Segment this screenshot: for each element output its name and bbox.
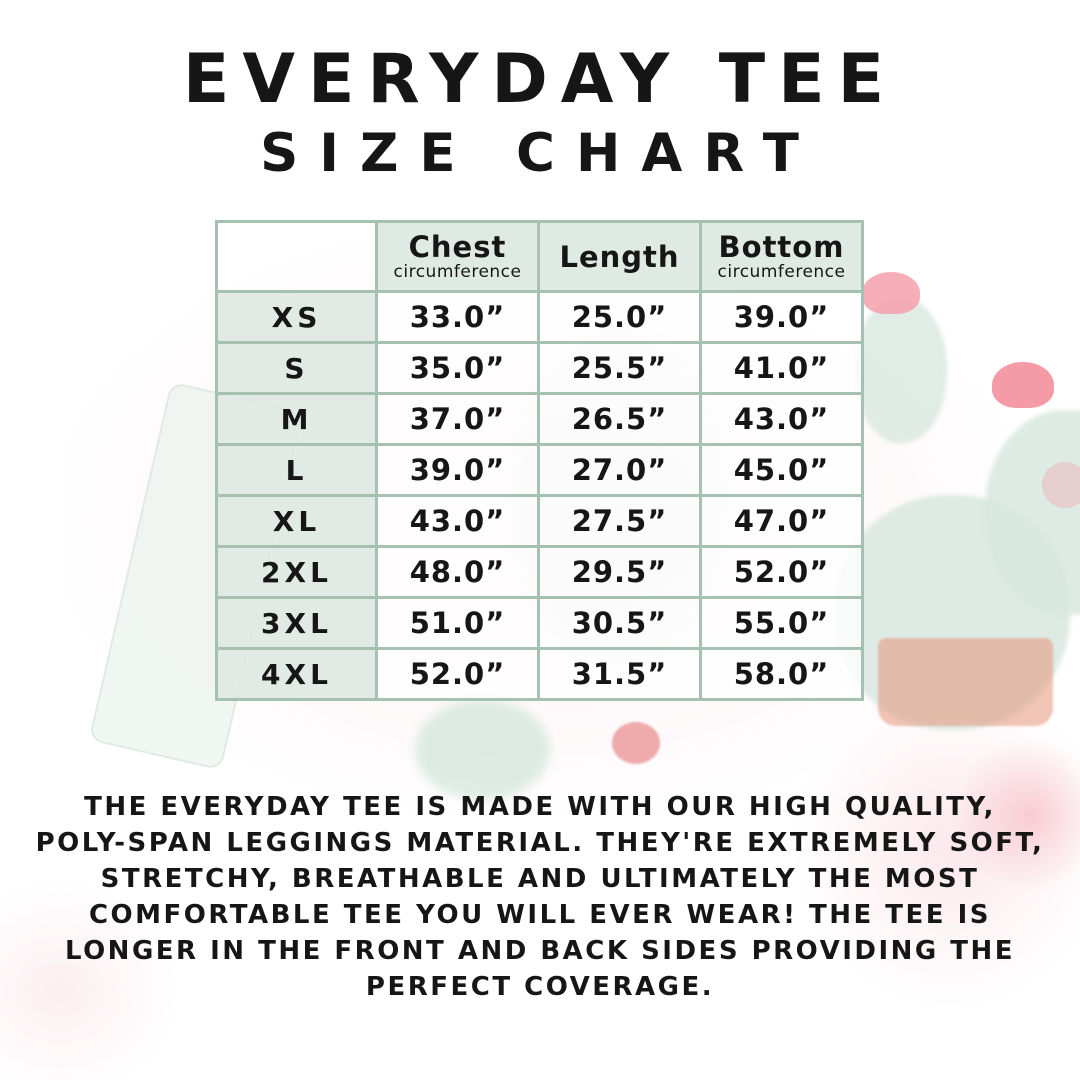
chest-value: 35.0” <box>375 341 540 395</box>
page-subtitle: SIZE CHART <box>260 123 820 184</box>
watermark-cactus-pad <box>985 410 1080 615</box>
chest-value: 33.0” <box>375 290 540 344</box>
size-label: XL <box>215 494 378 548</box>
column-label: Bottom <box>718 230 845 264</box>
watermark-flower-icon <box>992 362 1054 408</box>
description-line: STRETCHY, BREATHABLE AND ULTIMATELY THE … <box>100 864 980 894</box>
description-line: THE EVERYDAY TEE IS MADE WITH OUR HIGH Q… <box>84 792 996 822</box>
table-row: M 37.0” 26.5” 43.0” <box>215 392 864 446</box>
size-label: XS <box>215 290 378 344</box>
bottom-value: 52.0” <box>699 545 864 599</box>
bottom-value: 55.0” <box>699 596 864 650</box>
column-sublabel: circumference <box>717 262 846 282</box>
header-row: Chest circumference Length Bottom circum… <box>215 220 864 293</box>
chest-value: 39.0” <box>375 443 540 497</box>
length-value: 25.5” <box>537 341 702 395</box>
product-description: THE EVERYDAY TEE IS MADE WITH OUR HIGH Q… <box>30 789 1050 1005</box>
size-label: S <box>215 341 378 395</box>
column-label: Length <box>559 239 680 274</box>
watermark-cactus-blob <box>415 700 550 800</box>
chest-value: 52.0” <box>375 647 540 701</box>
bottom-value: 47.0” <box>699 494 864 548</box>
watermark-flower-dot <box>1042 462 1080 508</box>
chest-value: 43.0” <box>375 494 540 548</box>
size-label: 4XL <box>215 647 378 701</box>
length-value: 27.5” <box>537 494 702 548</box>
bottom-value: 39.0” <box>699 290 864 344</box>
length-value: 26.5” <box>537 392 702 446</box>
length-value: 29.5” <box>537 545 702 599</box>
bottom-value: 41.0” <box>699 341 864 395</box>
size-label: 3XL <box>215 596 378 650</box>
title-block: EVERYDAY TEE SIZE CHART <box>0 40 1080 184</box>
watermark-cactus-pad <box>835 495 1070 730</box>
size-label: 2XL <box>215 545 378 599</box>
length-value: 31.5” <box>537 647 702 701</box>
column-header-chest: Chest circumference <box>375 220 540 293</box>
page-title: EVERYDAY TEE <box>182 40 898 119</box>
table-row: L 39.0” 27.0” 45.0” <box>215 443 864 497</box>
size-label: L <box>215 443 378 497</box>
column-header-length: Length <box>537 220 702 293</box>
corner-cell <box>215 220 378 293</box>
bottom-value: 43.0” <box>699 392 864 446</box>
table-row: 2XL 48.0” 29.5” 52.0” <box>215 545 864 599</box>
bottom-value: 45.0” <box>699 443 864 497</box>
chest-value: 51.0” <box>375 596 540 650</box>
table-row: S 35.0” 25.5” 41.0” <box>215 341 864 395</box>
length-value: 27.0” <box>537 443 702 497</box>
chest-value: 48.0” <box>375 545 540 599</box>
description-line: LONGER IN THE FRONT AND BACK SIDES PROVI… <box>64 936 1016 966</box>
table-row: 4XL 52.0” 31.5” 58.0” <box>215 647 864 701</box>
table-row: XS 33.0” 25.0” 39.0” <box>215 290 864 344</box>
description-line: POLY-SPAN LEGGINGS MATERIAL. THEY'RE EXT… <box>35 828 1045 858</box>
watermark-flower-icon <box>862 272 920 314</box>
description-line: COMFORTABLE TEE YOU WILL EVER WEAR! THE … <box>88 900 992 930</box>
watermark-flower-icon <box>612 722 660 764</box>
watermark-cactus-pot <box>878 638 1053 726</box>
column-header-bottom: Bottom circumference <box>699 220 864 293</box>
column-label: Chest <box>408 230 507 264</box>
size-label: M <box>215 392 378 446</box>
chest-value: 37.0” <box>375 392 540 446</box>
table-row: XL 43.0” 27.5” 47.0” <box>215 494 864 548</box>
bottom-value: 58.0” <box>699 647 864 701</box>
watermark-cactus-pad <box>855 298 947 443</box>
column-sublabel: circumference <box>393 262 522 282</box>
table-row: 3XL 51.0” 30.5” 55.0” <box>215 596 864 650</box>
size-chart-table: Chest circumference Length Bottom circum… <box>215 220 864 701</box>
description-line: PERFECT COVERAGE. <box>365 972 715 1002</box>
length-value: 30.5” <box>537 596 702 650</box>
length-value: 25.0” <box>537 290 702 344</box>
